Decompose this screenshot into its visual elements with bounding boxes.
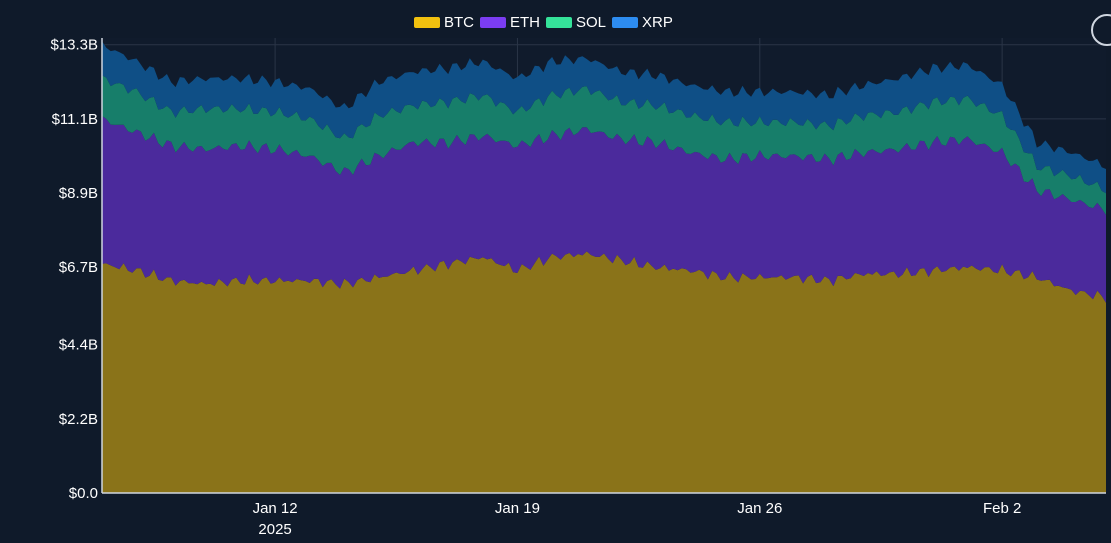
x-tick-label: Jan 12	[253, 500, 298, 517]
x-tick-label: Jan 19	[495, 500, 540, 517]
legend-swatch-xrp	[612, 17, 639, 28]
y-tick-label: $4.4B	[59, 337, 98, 354]
y-tick-label: $13.3B	[50, 37, 98, 54]
legend-swatch-eth	[480, 17, 506, 28]
area-sol	[102, 75, 1106, 216]
corner-round-button[interactable]	[1091, 14, 1111, 46]
x-tick-label: Feb 2	[983, 500, 1021, 517]
legend-item-xrp[interactable]: XRP	[612, 14, 673, 31]
legend: BTC ETH SOL XRP	[414, 14, 675, 31]
area-xrp	[102, 41, 1106, 194]
area-eth	[102, 116, 1106, 303]
legend-item-btc[interactable]: BTC	[414, 14, 474, 31]
x-tick-label: Jan 26	[737, 500, 782, 517]
legend-item-eth[interactable]: ETH	[480, 14, 540, 31]
x-tick-sublabel: 2025	[258, 521, 291, 538]
legend-swatch-sol	[546, 17, 572, 28]
legend-label-sol: SOL	[576, 14, 607, 31]
y-tick-label: $11.1B	[52, 111, 98, 128]
legend-label-btc: BTC	[444, 14, 474, 31]
y-tick-label: $8.9B	[59, 185, 98, 202]
y-tick-label: $2.2B	[59, 411, 98, 428]
area-btc	[102, 251, 1106, 493]
legend-label-xrp: XRP	[642, 14, 673, 31]
y-tick-label: $0.0	[69, 485, 98, 502]
legend-label-eth: ETH	[510, 14, 540, 31]
legend-swatch-btc	[414, 17, 440, 28]
legend-item-sol[interactable]: SOL	[546, 14, 606, 31]
y-tick-label: $6.7B	[59, 259, 98, 276]
